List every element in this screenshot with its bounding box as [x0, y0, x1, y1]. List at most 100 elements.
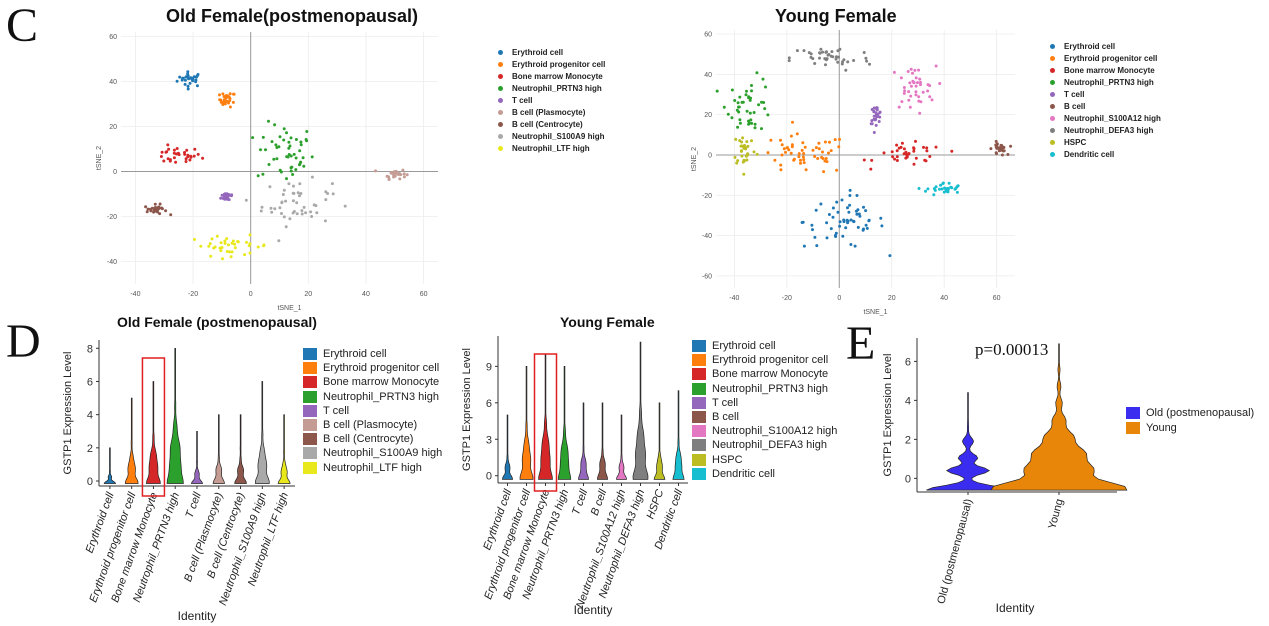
- scatter-point: [875, 108, 879, 112]
- scatter-point: [277, 145, 281, 149]
- x-tick-label-b-cell-centrocyte: B cell (Centrocyte): [205, 491, 247, 580]
- scatter-point: [926, 89, 930, 93]
- scatter-point: [919, 100, 923, 104]
- scatter-point: [186, 76, 190, 80]
- scatter-point: [849, 218, 853, 222]
- scatter-point: [946, 187, 950, 191]
- scatter-point: [172, 151, 176, 155]
- scatter-point: [737, 105, 741, 109]
- y-tick-label: 6: [905, 356, 911, 368]
- scatter-point: [893, 157, 897, 161]
- scatter-point: [733, 155, 737, 159]
- legend-swatch: [1050, 67, 1055, 73]
- violin-erythroid-progenitor-cell: [124, 397, 139, 484]
- y-tick-label: 2: [905, 434, 911, 446]
- legend-swatch: [303, 390, 317, 403]
- legend-item-neutrophil-s100a9-high: Neutrophil_S100A9 high: [498, 130, 605, 142]
- scatter-point: [942, 190, 946, 194]
- legend-swatch: [498, 85, 503, 91]
- scatter-point: [998, 148, 1002, 152]
- scatter-point: [304, 138, 308, 141]
- scatter-point: [162, 159, 166, 163]
- legend-label: B cell (Plasmocyte): [323, 419, 418, 432]
- scatter-point: [389, 171, 393, 175]
- scatter-point: [158, 212, 162, 216]
- cluster-b-cell: [989, 139, 1013, 157]
- scatter-point: [186, 84, 190, 88]
- scatter-point: [837, 145, 841, 149]
- scatter-point: [840, 62, 844, 66]
- scatter-point: [274, 143, 278, 147]
- scatter-point: [305, 130, 309, 133]
- scatter-point: [941, 182, 945, 185]
- scatter-point: [310, 155, 314, 159]
- legend-item-bone-marrow-monocyte: Bone marrow Monocyte: [1050, 64, 1161, 76]
- y-axis-label: tSNE_2: [96, 146, 103, 170]
- scatter-point: [763, 107, 767, 111]
- scatter-point: [191, 76, 195, 80]
- scatter-point: [302, 164, 306, 168]
- scatter-point: [223, 197, 227, 201]
- legend-swatch: [303, 362, 317, 375]
- legend-item-hspc: HSPC: [1050, 136, 1161, 148]
- scatter-point: [227, 101, 230, 105]
- scatter-point: [178, 75, 182, 79]
- legend-swatch: [1126, 421, 1140, 434]
- scatter-point: [917, 187, 921, 190]
- scatter-point: [875, 115, 879, 119]
- scatter-point: [282, 127, 286, 131]
- scatter-point: [870, 158, 874, 162]
- scatter-point: [228, 97, 232, 101]
- x-tick-label: -20: [188, 291, 198, 298]
- scatter-point: [744, 146, 748, 150]
- scatter-point: [752, 150, 756, 154]
- scatter-point: [158, 202, 162, 206]
- scatter-point: [390, 171, 394, 174]
- legend-label: Neutrophil_DEFA3 high: [1064, 125, 1154, 135]
- scatter-point: [225, 195, 229, 199]
- legend-swatch: [692, 340, 706, 353]
- scatter-point: [906, 70, 910, 73]
- scatter-point: [899, 145, 903, 149]
- scatter-point: [269, 206, 273, 210]
- scatter-point: [160, 150, 164, 154]
- scatter-point: [882, 151, 886, 155]
- scatter-point: [310, 215, 314, 218]
- scatter-point: [284, 199, 288, 203]
- scatter-point: [835, 168, 839, 172]
- cluster-erythroid-cell: [800, 188, 892, 258]
- violin-neutrophil-ltf-high: [277, 414, 291, 484]
- legend-swatch: [498, 121, 503, 127]
- scatter-point: [865, 59, 869, 63]
- legend-label: B cell: [1064, 101, 1086, 111]
- scatter-point: [802, 244, 806, 248]
- scatter-point: [289, 136, 293, 140]
- scatter-point: [219, 98, 223, 102]
- scatter-point: [312, 203, 316, 207]
- scatter-point: [392, 175, 396, 179]
- scatter-point: [193, 238, 196, 241]
- scatter-point: [902, 86, 906, 89]
- scatter-point: [786, 146, 789, 150]
- scatter-point: [829, 149, 833, 153]
- scatter-point: [280, 200, 284, 204]
- scatter-point: [802, 158, 806, 162]
- scatter-point: [395, 172, 399, 176]
- scatter-point: [323, 219, 327, 223]
- scatter-point: [941, 181, 945, 185]
- scatter-point: [995, 142, 999, 146]
- scatter-point: [802, 152, 806, 155]
- scatter-point: [932, 193, 936, 197]
- scatter-point: [261, 135, 265, 139]
- scatter-point: [752, 111, 756, 114]
- scatter-point: [831, 215, 835, 219]
- legend-label: Dendritic cell: [1064, 149, 1115, 159]
- violin-old-legend: Erythroid cell Erythroid progenitor cell B…: [303, 347, 442, 475]
- legend-swatch: [1050, 79, 1055, 85]
- legend-label: Erythroid progenitor cell: [512, 59, 606, 69]
- scatter-point: [192, 75, 196, 79]
- scatter-point: [288, 217, 292, 221]
- legend-item-neutrophil-ltf-high: Neutrophil_LTF high: [303, 461, 442, 475]
- scatter-point: [392, 173, 396, 177]
- y-tick-label: 2: [87, 443, 93, 455]
